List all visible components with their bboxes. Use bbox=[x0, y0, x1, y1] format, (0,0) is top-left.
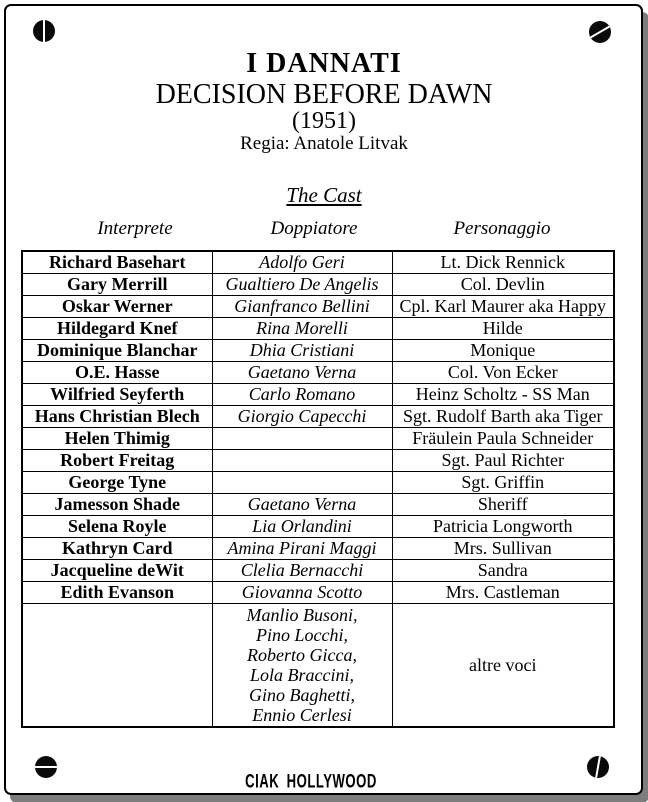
table-row: O.E. Hasse Gaetano Verna Col. Von Ecker bbox=[21, 361, 615, 384]
column-header-doppiatore: Doppiatore bbox=[270, 218, 358, 239]
cell-interprete: Gary Merrill bbox=[21, 273, 213, 296]
cell-interprete: Helen Thimig bbox=[21, 427, 213, 450]
director-credit: Regia: Anatole Litvak bbox=[240, 133, 408, 154]
ciak-hollywood-logo: CIAK HOLLYWOOD bbox=[245, 770, 377, 793]
cell-interprete: Wilfried Seyferth bbox=[21, 383, 213, 406]
cell-personaggio: Mrs. Sullivan bbox=[391, 537, 615, 560]
cell-doppiatore: Amina Pirani Maggi bbox=[211, 537, 393, 560]
screw-icon bbox=[35, 756, 57, 778]
cell-personaggio: Hilde bbox=[391, 317, 615, 340]
cell-doppiatore: Rina Morelli bbox=[211, 317, 393, 340]
cell-doppiatore: Giorgio Capecchi bbox=[211, 405, 393, 428]
cast-table: Richard Basehart Adolfo Geri Lt. Dick Renn… bbox=[21, 250, 615, 728]
cell-doppiatore: Dhia Cristiani bbox=[211, 339, 393, 362]
cell-doppiatore: Gualtiero De Angelis bbox=[211, 273, 393, 296]
table-row: Manlio Busoni, Pino Locchi, Roberto Gicc… bbox=[21, 603, 615, 728]
table-row: Wilfried Seyferth Carlo Romano Heinz Schol… bbox=[21, 383, 615, 406]
cell-interprete: Selena Royle bbox=[21, 515, 213, 538]
cell-personaggio: altre voci bbox=[391, 603, 615, 728]
title-english: DECISION BEFORE DAWN bbox=[155, 79, 493, 110]
column-header-personaggio: Personaggio bbox=[453, 218, 551, 239]
table-row: Gary Merrill Gualtiero De Angelis Col. Dev… bbox=[21, 273, 615, 296]
table-row: Helen Thimig Fräulein Paula Schneider bbox=[21, 427, 615, 450]
cell-doppiatore: Manlio Busoni, Pino Locchi, Roberto Gicc… bbox=[211, 603, 393, 728]
screw-icon bbox=[589, 21, 611, 43]
screw-slot bbox=[589, 24, 611, 40]
cell-interprete: Dominique Blanchar bbox=[21, 339, 213, 362]
cell-interprete: George Tyne bbox=[21, 471, 213, 494]
cell-interprete: Oskar Werner bbox=[21, 295, 213, 318]
cell-personaggio: Lt. Dick Rennick bbox=[391, 250, 615, 274]
table-row: Edith Evanson Giovanna Scotto Mrs. Castlem… bbox=[21, 581, 615, 604]
cell-personaggio: Mrs. Castleman bbox=[391, 581, 615, 604]
cell-interprete bbox=[21, 603, 213, 728]
cell-personaggio: Sgt. Griffin bbox=[391, 471, 615, 494]
cast-heading: The Cast bbox=[286, 183, 362, 207]
cell-doppiatore: Gianfranco Bellini bbox=[211, 295, 393, 318]
table-row: Hildegard Knef Rina Morelli Hilde bbox=[21, 317, 615, 340]
cell-personaggio: Patricia Longworth bbox=[391, 515, 615, 538]
cell-interprete: Jamesson Shade bbox=[21, 493, 213, 516]
table-row: Dominique Blanchar Dhia Cristiani Monique bbox=[21, 339, 615, 362]
screw-slot bbox=[35, 766, 57, 768]
cell-personaggio: Sandra bbox=[391, 559, 615, 582]
column-header-interprete: Interprete bbox=[97, 218, 173, 239]
cell-interprete: Hildegard Knef bbox=[21, 317, 213, 340]
cell-personaggio: Heinz Scholtz - SS Man bbox=[391, 383, 615, 406]
cell-doppiatore: Gaetano Verna bbox=[211, 493, 393, 516]
table-row: Selena Royle Lia Orlandini Patricia Longwo… bbox=[21, 515, 615, 538]
cell-doppiatore: Giovanna Scotto bbox=[211, 581, 393, 604]
screw-slot bbox=[43, 20, 45, 42]
cell-personaggio: Sgt. Rudolf Barth aka Tiger bbox=[391, 405, 615, 428]
cell-doppiatore: Clelia Bernacchi bbox=[211, 559, 393, 582]
screw-slot bbox=[594, 756, 602, 778]
cell-personaggio: Sheriff bbox=[391, 493, 615, 516]
table-row: Jacqueline deWit Clelia Bernacchi Sandra bbox=[21, 559, 615, 582]
cell-personaggio: Col. Devlin bbox=[391, 273, 615, 296]
table-row: George Tyne Sgt. Griffin bbox=[21, 471, 615, 494]
table-row: Robert Freitag Sgt. Paul Richter bbox=[21, 449, 615, 472]
cell-personaggio: Cpl. Karl Maurer aka Happy bbox=[391, 295, 615, 318]
table-row: Kathryn Card Amina Pirani Maggi Mrs. Sulli… bbox=[21, 537, 615, 560]
cell-doppiatore: Gaetano Verna bbox=[211, 361, 393, 384]
cell-personaggio: Sgt. Paul Richter bbox=[391, 449, 615, 472]
cell-doppiatore: Carlo Romano bbox=[211, 383, 393, 406]
table-row: Jamesson Shade Gaetano Verna Sheriff bbox=[21, 493, 615, 516]
cell-personaggio: Col. Von Ecker bbox=[391, 361, 615, 384]
release-year: (1951) bbox=[292, 108, 356, 134]
cell-personaggio: Fräulein Paula Schneider bbox=[391, 427, 615, 450]
cell-doppiatore bbox=[211, 471, 393, 494]
title-italian: I DANNATI bbox=[246, 48, 402, 79]
cell-interprete: O.E. Hasse bbox=[21, 361, 213, 384]
cell-interprete: Hans Christian Blech bbox=[21, 405, 213, 428]
screw-icon bbox=[33, 20, 55, 42]
screw-icon bbox=[587, 756, 609, 778]
cell-interprete: Edith Evanson bbox=[21, 581, 213, 604]
cell-interprete: Kathryn Card bbox=[21, 537, 213, 560]
cell-doppiatore: Lia Orlandini bbox=[211, 515, 393, 538]
cell-interprete: Richard Basehart bbox=[21, 250, 213, 274]
cell-interprete: Robert Freitag bbox=[21, 449, 213, 472]
cell-doppiatore: Adolfo Geri bbox=[211, 250, 393, 274]
table-row: Oskar Werner Gianfranco Bellini Cpl. Karl … bbox=[21, 295, 615, 318]
table-row: Richard Basehart Adolfo Geri Lt. Dick Renn… bbox=[21, 250, 615, 274]
cell-doppiatore bbox=[211, 449, 393, 472]
cell-doppiatore bbox=[211, 427, 393, 450]
table-row: Hans Christian Blech Giorgio Capecchi Sgt.… bbox=[21, 405, 615, 428]
cell-personaggio: Monique bbox=[391, 339, 615, 362]
cast-table-body: Richard Basehart Adolfo Geri Lt. Dick Renn… bbox=[21, 250, 615, 728]
cell-interprete: Jacqueline deWit bbox=[21, 559, 213, 582]
